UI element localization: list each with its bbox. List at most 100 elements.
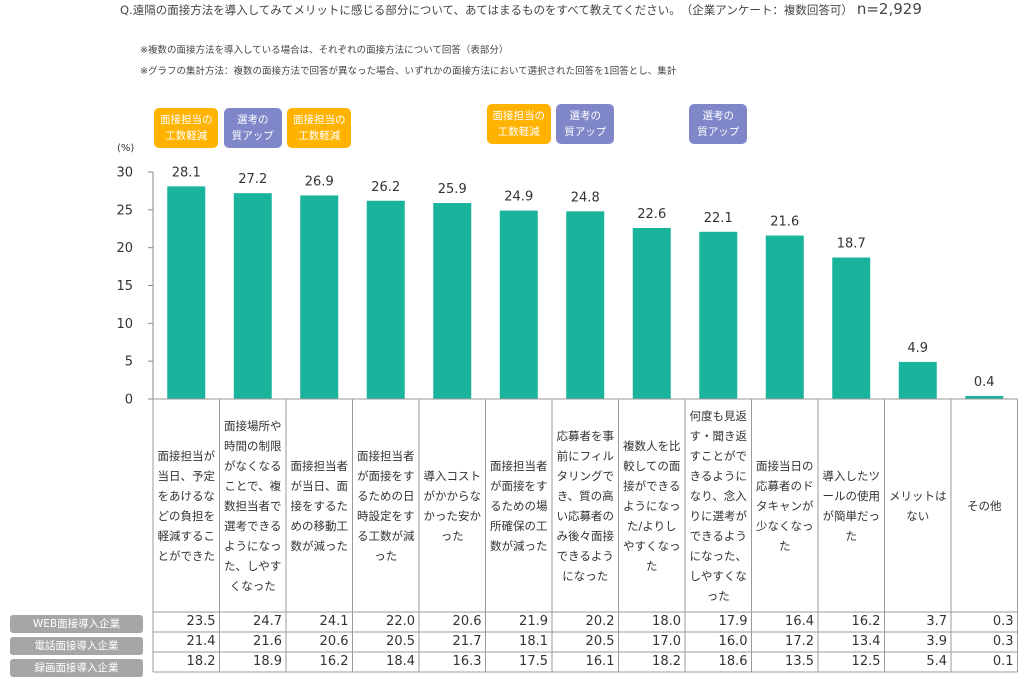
category-label: 導入したツールの使用が簡単だった — [822, 469, 881, 543]
bar — [832, 257, 871, 399]
table-row-label: 録画面接導入企業 — [10, 659, 143, 677]
table-cell: 0.3 — [992, 634, 1014, 649]
table-cell: 21.6 — [253, 634, 282, 649]
table-cell: 3.7 — [926, 614, 947, 629]
table-cell: 22.0 — [386, 614, 415, 629]
table-cell: 16.3 — [452, 654, 482, 669]
table-cell: 20.6 — [319, 634, 349, 649]
y-tick-label: 20 — [116, 241, 133, 256]
bar-value-label: 25.9 — [438, 182, 467, 197]
bar — [632, 227, 671, 399]
table-cell: 24.7 — [253, 614, 282, 629]
bar-value-label: 22.1 — [704, 211, 733, 226]
note-graph: ※グラフの集計方法：複数の面接方法で回答が異なった場合、いずれかの面接方法におい… — [140, 66, 677, 77]
table-cell: 3.9 — [926, 634, 947, 649]
table-cell: 21.9 — [519, 614, 548, 629]
table-cell: 18.2 — [186, 654, 216, 669]
table-cell: 16.2 — [851, 614, 881, 629]
y-tick-label: 15 — [116, 279, 133, 294]
category-label: 面接担当が当日、予定をあけるなどの負担を軽減することができた — [157, 449, 216, 563]
table-cell: 24.1 — [319, 614, 349, 629]
table-cell: 20.2 — [585, 614, 615, 629]
badge-quality-up: 選考の 質アップ — [223, 108, 282, 148]
table-cell: 0.1 — [992, 654, 1014, 669]
table-cell: 17.0 — [652, 634, 681, 649]
question-text: Q.遠隔の面接方法を導入してみてメリットに感じる部分について、あてはまるものをす… — [120, 0, 922, 18]
y-tick-label: 30 — [116, 166, 133, 181]
table-cell: 18.4 — [386, 654, 415, 669]
bar-value-label: 28.1 — [172, 165, 201, 180]
sample-size: n=2,929 — [856, 0, 922, 18]
category-label: 面接担当者が面接をするための日時設定をする工数が減った — [357, 449, 415, 563]
bar-value-label: 22.6 — [637, 207, 666, 222]
note-table: ※複数の面接方法を導入している場合は、それぞれの面接方法について回答（表部分） — [140, 45, 509, 56]
table-cell: 17.9 — [718, 614, 748, 629]
badge-quality-up: 選考の 質アップ — [689, 104, 748, 144]
bar-value-label: 24.9 — [504, 190, 533, 205]
bar-value-label: 24.8 — [571, 190, 600, 205]
bar-value-label: 21.6 — [770, 215, 799, 230]
y-tick-label: 5 — [125, 355, 133, 370]
table-cell: 16.1 — [585, 654, 615, 669]
table-cell: 20.5 — [585, 634, 615, 649]
table-cell: 23.5 — [186, 614, 216, 629]
bar — [499, 210, 538, 399]
table-cell: 13.4 — [851, 634, 881, 649]
table-cell: 18.6 — [718, 654, 748, 669]
table-cell: 18.1 — [519, 634, 548, 649]
bar-value-label: 27.2 — [238, 172, 267, 187]
table-cell: 16.2 — [319, 654, 349, 669]
y-tick-label: 10 — [116, 317, 133, 332]
category-label: 面接場所や時間の制限がなくなることで、複数担当者で選考できるようになった、しやす… — [224, 419, 282, 593]
table-cell: 5.4 — [926, 654, 947, 669]
category-label: 応募者を事前にフィルタリングでき、質の高い応募者のみ後々面接できるようになった — [556, 429, 615, 583]
table-cell: 16.0 — [718, 634, 748, 649]
bar — [366, 200, 405, 399]
bar — [965, 395, 1004, 399]
bar — [699, 231, 738, 399]
table-cell: 18.2 — [652, 654, 681, 669]
category-label: 面接担当者が当日、面接をするための移動工数が減った — [290, 459, 349, 553]
table-cell: 13.5 — [785, 654, 814, 669]
bar — [433, 203, 472, 399]
bar-value-label: 4.9 — [907, 341, 928, 356]
y-axis-unit: (%) — [117, 143, 134, 154]
y-tick-label: 25 — [116, 203, 133, 218]
category-label: 導入コストがかからなかった安かった — [423, 469, 482, 543]
table-cell: 20.6 — [452, 614, 482, 629]
table-cell: 21.4 — [186, 634, 216, 649]
bar-value-label: 26.9 — [305, 174, 334, 189]
table-row-label: 電話面接導入企業 — [10, 637, 143, 655]
bar — [233, 193, 272, 399]
table-cell: 17.5 — [519, 654, 548, 669]
table-cell: 0.3 — [992, 614, 1014, 629]
bar-value-label: 26.2 — [371, 180, 400, 195]
category-label: その他 — [967, 499, 1002, 513]
badge-cost-reduction: 面接担当の 工数軽減 — [287, 108, 352, 148]
category-label: 何度も見返す・聞き返すことができるようになり、念入りに選考ができるようになった、… — [689, 409, 748, 603]
bar — [566, 211, 605, 399]
question-label: Q.遠隔の面接方法を導入してみてメリットに感じる部分について、あてはまるものをす… — [120, 3, 853, 17]
category-label: メリットはない — [889, 489, 947, 523]
table-cell: 21.7 — [452, 634, 482, 649]
badge-cost-reduction: 面接担当の 工数軽減 — [154, 108, 219, 148]
bar — [765, 235, 804, 399]
table-row-label: WEB面接導入企業 — [10, 615, 143, 633]
bar — [167, 186, 206, 399]
table-cell: 18.0 — [652, 614, 681, 629]
bar — [300, 195, 339, 399]
category-label: 面接当日の応募者のドタキャンが少なくなった — [756, 459, 814, 553]
bar-value-label: 18.7 — [837, 237, 866, 252]
table-cell: 17.2 — [785, 634, 814, 649]
y-tick-label: 0 — [125, 393, 133, 408]
table-cell: 20.5 — [386, 634, 415, 649]
category-label: 面接担当者が面接をするための場所確保の工数が減った — [490, 459, 548, 553]
badge-quality-up: 選考の 質アップ — [556, 104, 615, 144]
table-cell: 12.5 — [851, 654, 881, 669]
bar-value-label: 0.4 — [974, 375, 995, 390]
badge-cost-reduction: 面接担当の 工数軽減 — [486, 104, 551, 144]
table-cell: 16.4 — [785, 614, 814, 629]
bar — [898, 361, 937, 399]
category-label: 複数人を比較しての面接ができるようになった/よりしやすくなった — [623, 439, 681, 573]
